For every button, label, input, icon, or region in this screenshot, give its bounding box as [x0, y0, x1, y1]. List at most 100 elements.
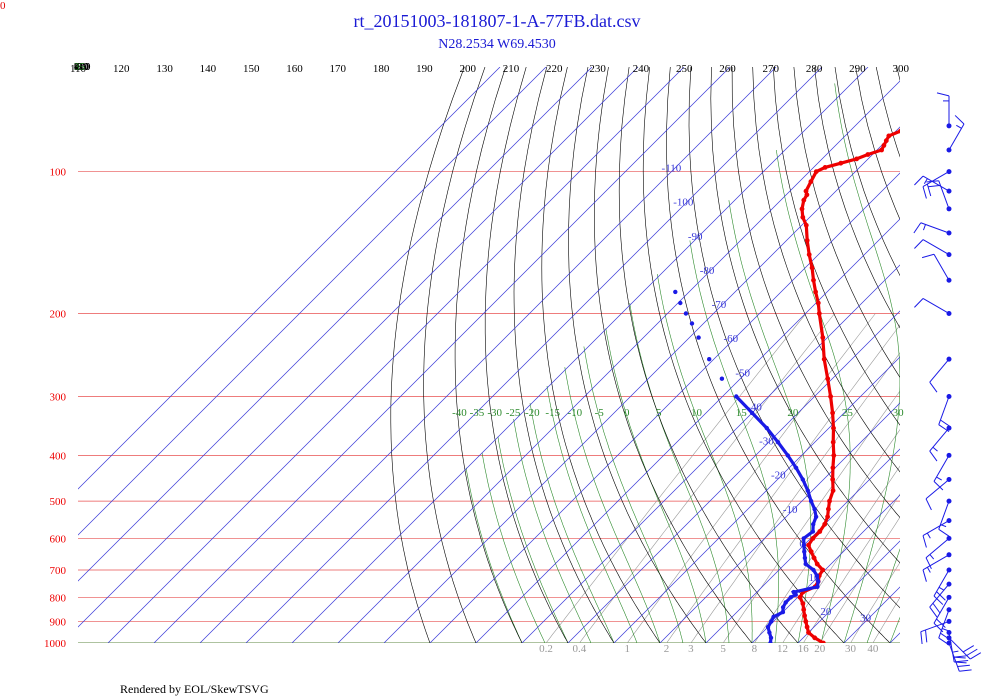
chart-title: rt_20151003-181807-1-A-77FB.dat.csv [354, 11, 641, 31]
isotherm-label: 10 [808, 572, 820, 584]
mixing-ratio-line [782, 465, 900, 643]
dry-adiabat-line [454, 67, 523, 643]
mixing-ratio-label: 16 [798, 643, 810, 655]
moist-adiabat-label: 25 [842, 407, 854, 419]
wind-barb-flag [940, 632, 951, 641]
dry-adiabat-label: 60 [74, 61, 86, 73]
wind-barb-flag [938, 528, 950, 537]
top-axis-label: 110 [70, 63, 87, 75]
isotherm-line [521, 264, 900, 643]
mixing-ratio-label: 1 [624, 643, 630, 655]
moist-adiabat-label: -30 [487, 407, 502, 419]
moist-adiabat-label: 10 [691, 407, 703, 419]
wind-barb-flag [966, 648, 978, 656]
isotherm-line [153, 67, 731, 643]
dry-adiabat-line [666, 67, 891, 643]
dry-adiabat-label: -20 [74, 61, 89, 73]
isotherm-line [659, 402, 900, 643]
dewpoint-point [673, 289, 678, 295]
top-axis-label: 290 [849, 63, 866, 75]
dry-adiabat-label: -40 [74, 61, 89, 73]
wind-barb [938, 607, 952, 646]
pressure-label: 900 [50, 616, 67, 628]
pressure-label: 100 [50, 167, 67, 179]
moist-adiabat-line [776, 149, 851, 643]
wind-barb-half-flag [926, 532, 931, 539]
moist-adiabat-label: -10 [567, 407, 582, 419]
wind-barb [922, 169, 952, 199]
dry-adiabat-label: 70 [74, 61, 86, 73]
moist-adiabat-label: -15 [545, 407, 560, 419]
isotherm-line [613, 356, 900, 643]
top-axis-label: 230 [589, 63, 606, 75]
dry-adiabat-line [710, 67, 900, 564]
wind-barb-flag [932, 602, 941, 614]
mixing-ratio-line [754, 429, 900, 643]
mixing-ratio-label: 8 [752, 643, 758, 655]
wind-barb-flag [953, 656, 966, 659]
wind-barb-flag [913, 222, 922, 234]
mixing-ratio-line [545, 313, 807, 643]
dry-adiabat-line [568, 67, 707, 643]
top-axis-label: 240 [633, 63, 650, 75]
moist-adiabat-label: -5 [595, 407, 605, 419]
moist-adiabat-line [583, 346, 684, 643]
dry-adiabat-line [731, 67, 900, 518]
wind-barb [921, 253, 952, 283]
dry-adiabat-label: 50 [74, 61, 86, 73]
wind-barb-flag [959, 669, 972, 672]
wind-barb-flag [940, 419, 951, 428]
mixing-ratio-line [666, 324, 900, 643]
dry-adiabat-line [959, 67, 1000, 643]
pressure-label: 700 [50, 565, 67, 577]
wind-barb-flag [914, 239, 924, 249]
dewpoint-point [683, 311, 689, 316]
top-axis-label: 300 [892, 63, 909, 75]
moist-adiabat-line [465, 467, 523, 643]
pressure-label: 400 [50, 450, 67, 462]
wind-barb-staff [922, 239, 950, 256]
isotherm-line [383, 126, 900, 643]
isotherm-label: -80 [700, 265, 715, 277]
wind-barb-flag [962, 645, 975, 653]
wind-barb [914, 239, 952, 258]
wind-barb [938, 394, 952, 433]
wind-barb-flag [922, 569, 927, 582]
wind-barb-flag [925, 629, 928, 643]
isotherm-line [245, 67, 823, 643]
mixing-ratio-label: 0.4 [572, 643, 586, 655]
mixing-ratio-line [872, 596, 900, 643]
dry-adiabat-label: -30 [74, 61, 89, 73]
corner-label: 0 [0, 0, 6, 12]
moist-adiabat-line [564, 367, 661, 643]
temperature-point [932, 113, 937, 118]
isotherm-line [78, 67, 639, 628]
moist-adiabat-line [546, 385, 638, 643]
dry-adiabat-line [390, 67, 465, 643]
temperature-point [974, 96, 979, 101]
isotherm-label: -50 [735, 367, 750, 379]
dry-adiabat-line [642, 67, 845, 643]
dry-adiabat-label: 30 [74, 61, 86, 73]
mixing-ratio-label: 40 [867, 643, 879, 655]
mixing-ratio-label: 12 [777, 643, 788, 655]
dry-adiabat-line [793, 67, 900, 378]
wind-barb [922, 552, 952, 582]
pressure-label: 200 [50, 308, 67, 320]
dry-adiabat-line [752, 67, 900, 473]
wind-barb [946, 115, 965, 153]
wind-barb [933, 567, 952, 605]
wind-barb [925, 535, 952, 570]
isotherm-line [429, 172, 900, 643]
wind-barb-staff [938, 500, 950, 530]
temperature-point [964, 102, 969, 107]
temperature-point [908, 124, 913, 129]
wind-barb-staff [933, 253, 950, 281]
wind-barb [929, 356, 952, 393]
wind-barb-staff [922, 298, 950, 314]
moist-adiabat-line [866, 548, 900, 643]
moist-adiabat-line [629, 302, 730, 643]
dry-adiabat-line [875, 67, 900, 158]
